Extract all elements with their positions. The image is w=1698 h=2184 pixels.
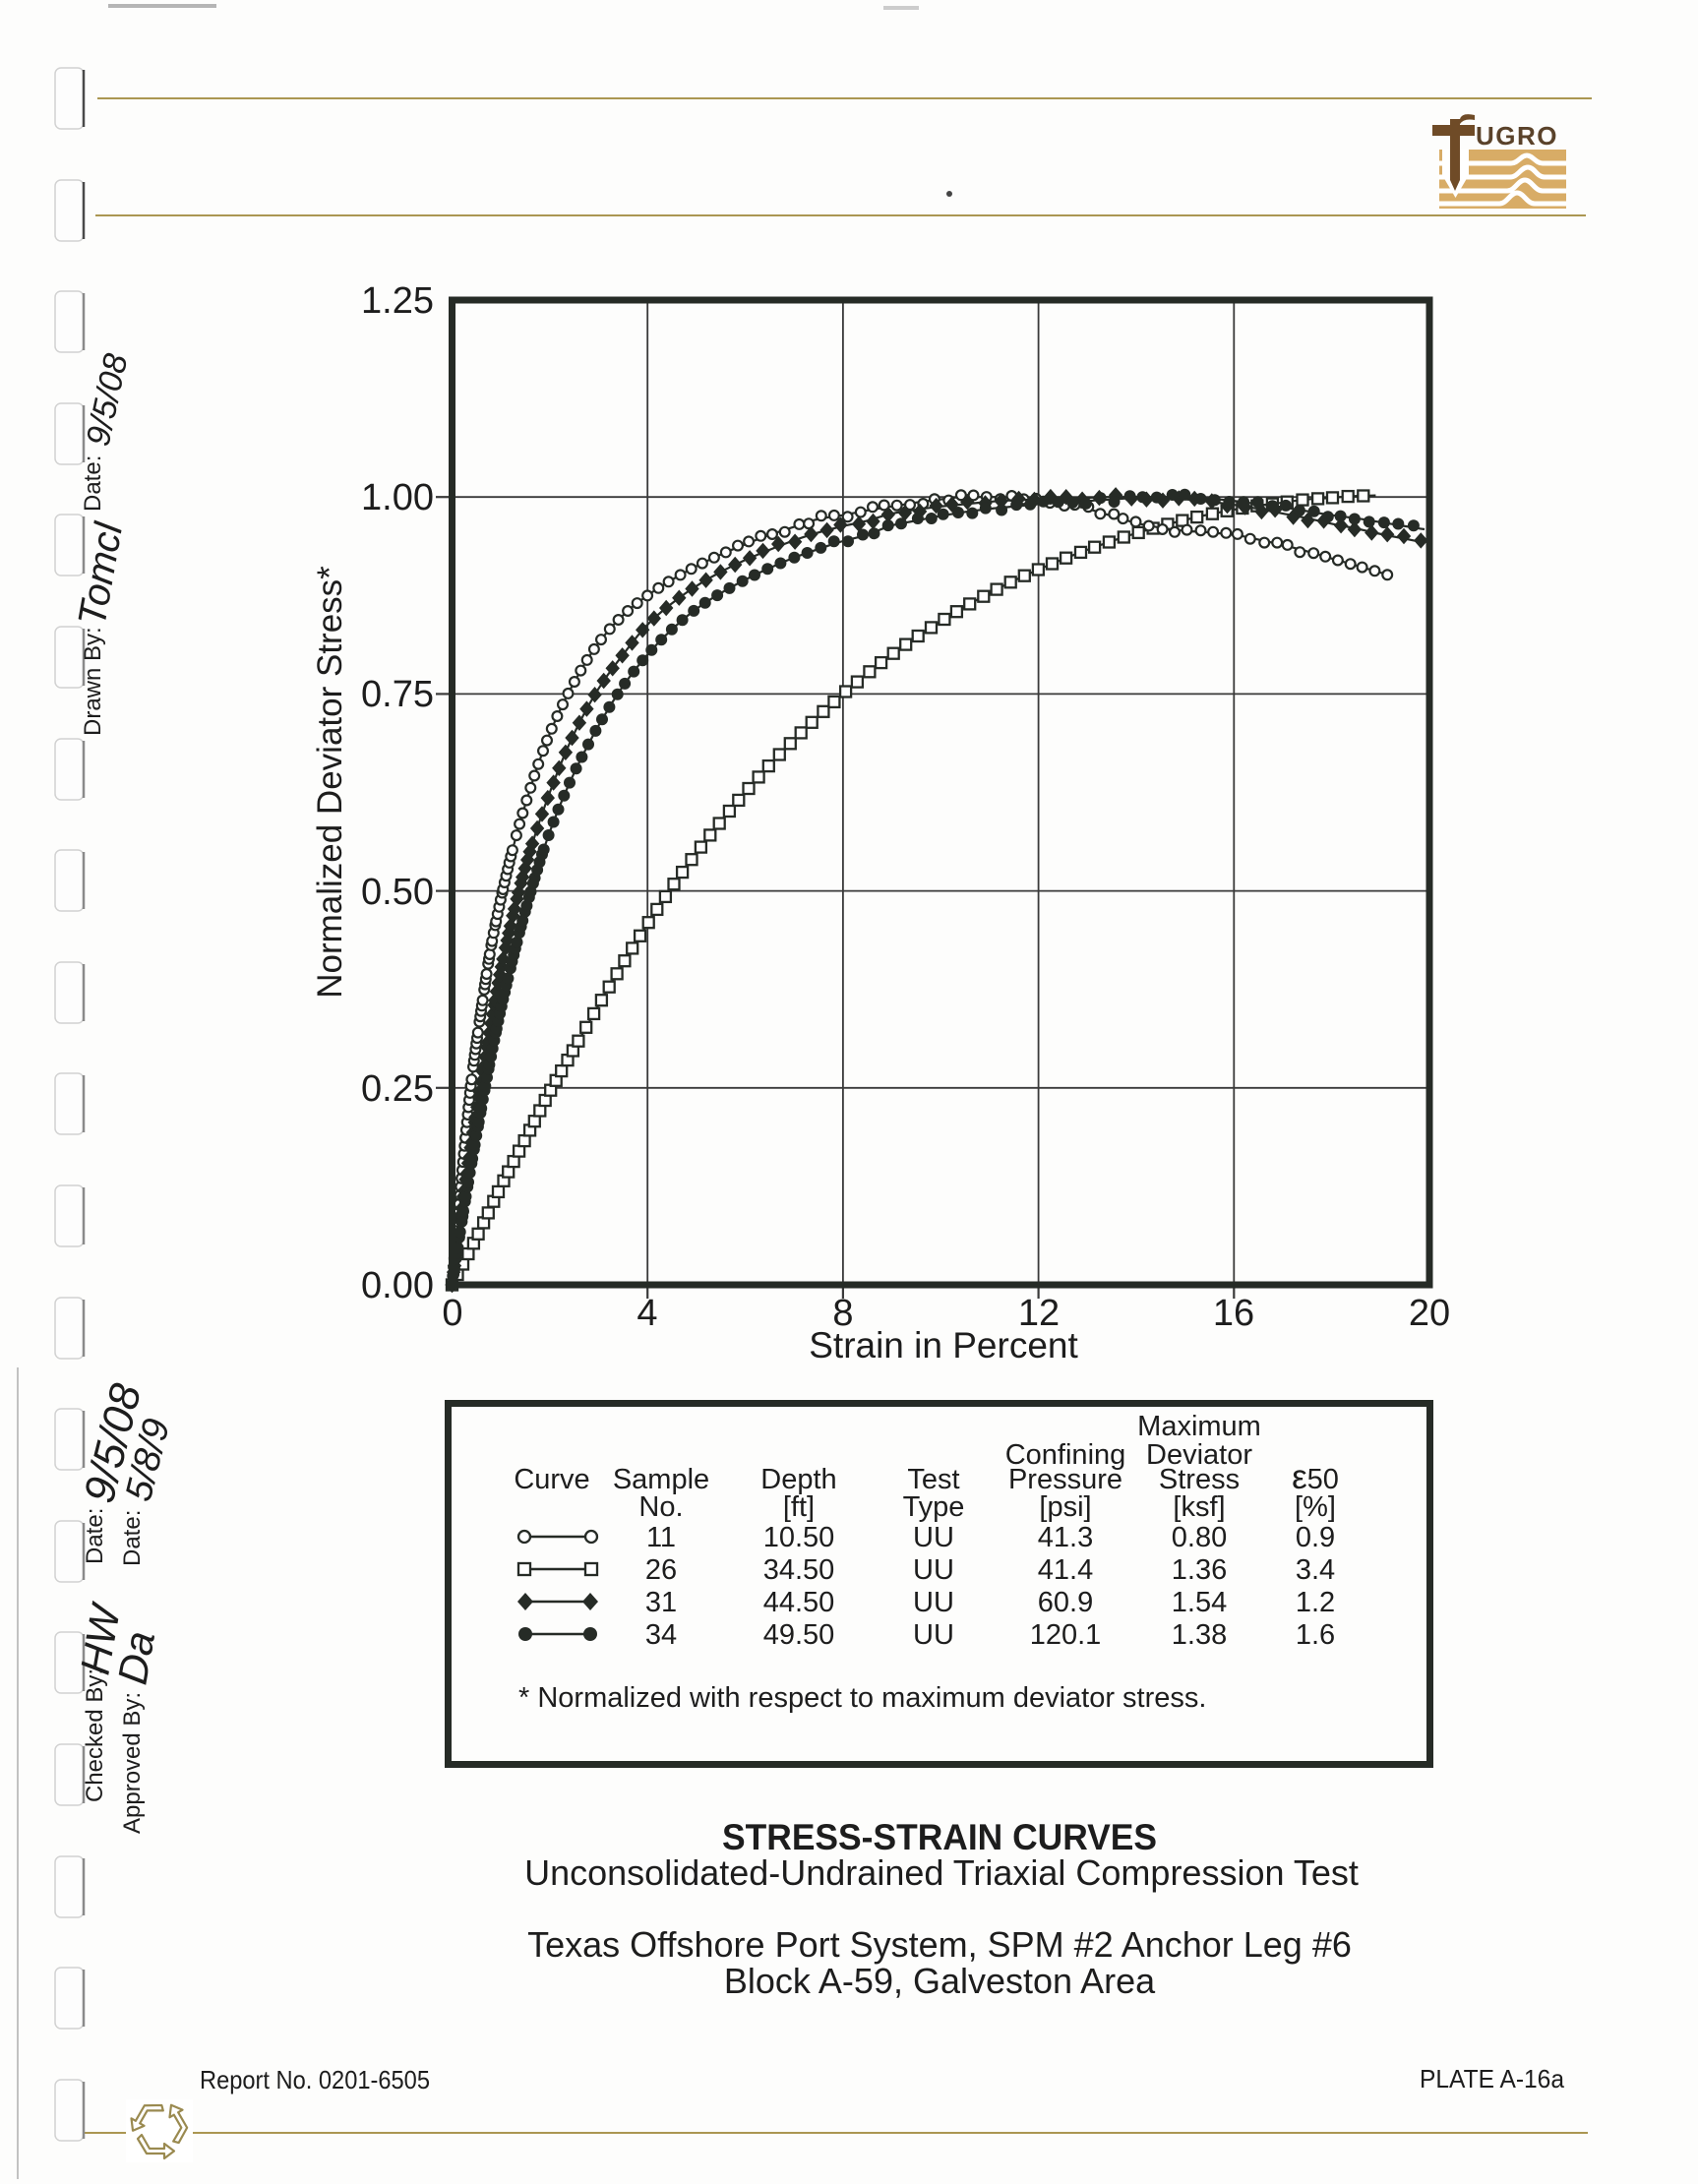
svg-text:Block A-59, Galveston Area: Block A-59, Galveston Area xyxy=(724,1961,1156,2001)
svg-text:1.25: 1.25 xyxy=(361,280,434,322)
svg-text:1.38: 1.38 xyxy=(1172,1619,1227,1651)
svg-text:UU: UU xyxy=(913,1619,954,1651)
svg-text:3.4: 3.4 xyxy=(1296,1554,1335,1586)
svg-text:44.50: 44.50 xyxy=(763,1587,835,1618)
svg-text:UU: UU xyxy=(913,1522,954,1553)
svg-text:Test: Test xyxy=(907,1464,959,1495)
svg-text:1.36: 1.36 xyxy=(1172,1554,1227,1586)
svg-text:UU: UU xyxy=(913,1554,954,1586)
svg-text:34: 34 xyxy=(645,1619,677,1651)
svg-text:1.2: 1.2 xyxy=(1296,1587,1335,1618)
svg-text:8: 8 xyxy=(832,1293,853,1334)
svg-text:Date:: Date: xyxy=(82,1508,108,1564)
svg-text:ε50: ε50 xyxy=(1292,1458,1339,1496)
svg-text:Maximum: Maximum xyxy=(1137,1411,1261,1442)
svg-text:Unconsolidated-Undrained Triax: Unconsolidated-Undrained Triaxial Compre… xyxy=(524,1852,1359,1893)
svg-text:41.4: 41.4 xyxy=(1038,1554,1093,1586)
svg-text:26: 26 xyxy=(645,1554,677,1586)
svg-text:Approved By:: Approved By: xyxy=(119,1692,146,1834)
svg-text:Texas Offshore Port System, SP: Texas Offshore Port System, SPM #2 Ancho… xyxy=(527,1924,1352,1965)
svg-text:UGRO: UGRO xyxy=(1476,121,1558,151)
svg-text:Normalized Deviator Stress*: Normalized Deviator Stress* xyxy=(311,566,349,999)
svg-text:41.3: 41.3 xyxy=(1038,1522,1093,1553)
svg-text:Checked By:: Checked By: xyxy=(82,1668,108,1802)
svg-text:Drawn By:: Drawn By: xyxy=(80,627,106,736)
svg-text:0.75: 0.75 xyxy=(361,674,434,715)
svg-text:31: 31 xyxy=(645,1587,677,1618)
svg-text:No.: No. xyxy=(638,1491,683,1523)
svg-text:[ksf]: [ksf] xyxy=(1173,1491,1225,1523)
svg-text:Type: Type xyxy=(903,1491,965,1523)
svg-text:Sample: Sample xyxy=(613,1464,709,1495)
svg-text:20: 20 xyxy=(1409,1293,1450,1334)
svg-text:0.00: 0.00 xyxy=(361,1265,434,1306)
svg-text:0.80: 0.80 xyxy=(1172,1522,1227,1553)
svg-text:[psi]: [psi] xyxy=(1039,1491,1091,1523)
svg-text:12: 12 xyxy=(1018,1293,1060,1334)
svg-text:[%]: [%] xyxy=(1295,1491,1336,1523)
svg-text:34.50: 34.50 xyxy=(763,1554,835,1586)
svg-text:60.9: 60.9 xyxy=(1038,1587,1093,1618)
svg-text:11: 11 xyxy=(646,1522,676,1553)
svg-text:0: 0 xyxy=(442,1293,462,1334)
svg-text:PLATE A-16a: PLATE A-16a xyxy=(1420,2064,1565,2093)
svg-text:Date:: Date: xyxy=(80,455,106,512)
svg-text:9/5/08: 9/5/08 xyxy=(80,350,136,449)
svg-text:Depth: Depth xyxy=(760,1464,836,1495)
svg-text:Strain in Percent: Strain in Percent xyxy=(809,1325,1078,1365)
svg-text:0.50: 0.50 xyxy=(361,872,434,913)
svg-text:Da: Da xyxy=(109,1628,164,1688)
svg-text:0.9: 0.9 xyxy=(1296,1522,1335,1553)
svg-text:Report No. 0201-6505: Report No. 0201-6505 xyxy=(200,2065,430,2094)
svg-text:49.50: 49.50 xyxy=(763,1619,835,1651)
svg-text:Curve: Curve xyxy=(514,1464,589,1495)
svg-text:1.6: 1.6 xyxy=(1296,1619,1335,1651)
svg-text:* Normalized with respect to m: * Normalized with respect to maximum dev… xyxy=(518,1682,1206,1714)
svg-text:4: 4 xyxy=(637,1293,657,1334)
svg-text:UU: UU xyxy=(913,1587,954,1618)
svg-text:Stress: Stress xyxy=(1159,1464,1240,1495)
svg-text:Date:: Date: xyxy=(119,1510,146,1566)
svg-text:1.00: 1.00 xyxy=(361,477,434,518)
svg-text:Confining: Confining xyxy=(1005,1439,1126,1471)
svg-text:STRESS-STRAIN CURVES: STRESS-STRAIN CURVES xyxy=(722,1817,1157,1857)
svg-text:120.1: 120.1 xyxy=(1030,1619,1102,1651)
svg-text:Pressure: Pressure xyxy=(1008,1464,1122,1495)
svg-text:1.54: 1.54 xyxy=(1172,1587,1227,1618)
svg-text:[ft]: [ft] xyxy=(783,1491,815,1523)
svg-text:0.25: 0.25 xyxy=(361,1068,434,1110)
svg-text:Deviator: Deviator xyxy=(1146,1439,1252,1471)
svg-text:10.50: 10.50 xyxy=(763,1522,835,1553)
svg-text:16: 16 xyxy=(1213,1293,1254,1334)
